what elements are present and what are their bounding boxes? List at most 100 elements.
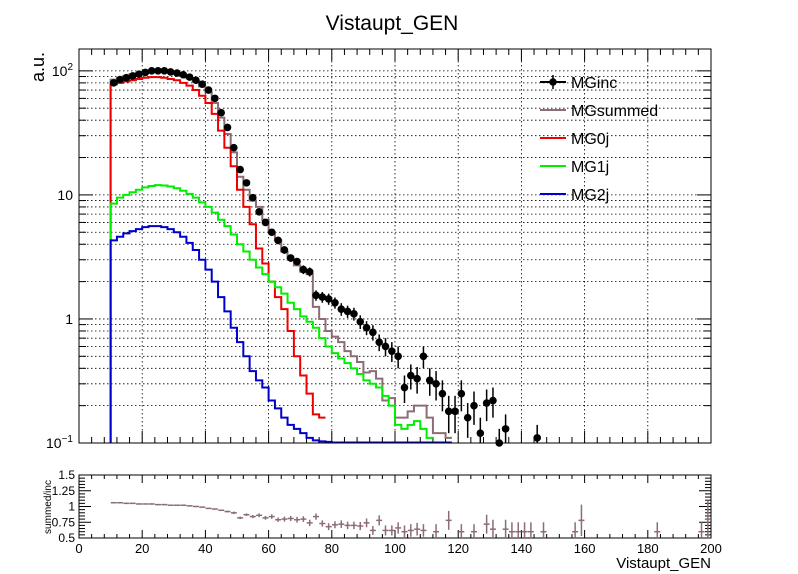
main-plot-frame	[78, 48, 712, 444]
data-point	[501, 425, 510, 433]
y-tick-label: 10	[57, 187, 73, 203]
series-line-mg0j	[109, 76, 326, 443]
x-tick-label: 20	[135, 541, 149, 556]
y-tick-label-exponent: −1	[62, 434, 74, 445]
x-tick-label: 160	[574, 541, 596, 556]
series-points-mginc	[109, 67, 541, 447]
legend: MGinc MGsummed MG0j MG1j MG2j	[540, 75, 658, 204]
x-tick-label: 60	[261, 541, 275, 556]
data-point	[179, 70, 188, 79]
data-point	[369, 328, 377, 337]
series-line-mg2j	[109, 225, 452, 444]
y-tick-label-base: 10	[52, 63, 68, 79]
series-line-mg1j	[109, 184, 433, 443]
legend-label: MGsummed	[571, 103, 658, 120]
data-point	[350, 310, 358, 318]
data-point	[154, 67, 162, 75]
data-point	[236, 165, 244, 174]
legend-label: MGinc	[571, 75, 617, 92]
main-axis-ticks	[78, 49, 712, 443]
data-point	[413, 374, 421, 383]
x-tick-label: 200	[700, 541, 722, 556]
y-tick-label: 1	[65, 311, 73, 327]
data-point	[109, 79, 118, 87]
legend-label: MG0j	[571, 131, 609, 148]
data-point	[337, 305, 346, 313]
x-axis-label: Vistaupt_GEN	[616, 555, 711, 572]
data-point	[533, 434, 541, 442]
data-point	[489, 396, 497, 405]
data-point	[204, 86, 213, 94]
data-point	[261, 218, 270, 227]
chart-title: Vistaupt_GEN	[326, 12, 459, 35]
data-point	[331, 298, 339, 307]
ratio-y-tick-label: 0.5	[58, 531, 75, 545]
data-point	[388, 347, 396, 355]
legend-entry-mg1j: MG1j	[540, 159, 609, 176]
x-tick-label: 40	[198, 541, 212, 556]
legend-label: MG2j	[571, 187, 609, 204]
data-point	[407, 371, 415, 380]
legend-entry-mginc: MGinc	[540, 75, 617, 92]
legend-entry-mg0j: MG0j	[540, 131, 609, 148]
data-point	[185, 73, 194, 81]
legend-entry-mg2j: MG2j	[540, 187, 609, 204]
data-point	[192, 76, 200, 85]
data-point	[356, 317, 365, 326]
data-point	[255, 208, 263, 216]
data-point	[211, 94, 219, 103]
data-point	[116, 75, 124, 84]
ratio-plot: 0 20 40 60 80 100 120 140 160 180 200 0.5 0.751 1.25 1…	[52, 468, 722, 556]
data-point	[451, 407, 459, 416]
data-point	[318, 293, 327, 301]
data-point	[173, 69, 181, 77]
data-point	[425, 376, 434, 385]
data-point	[135, 70, 143, 78]
data-point	[444, 407, 453, 416]
data-point	[400, 383, 409, 392]
data-point	[419, 352, 428, 361]
x-tick-label: 140	[511, 541, 533, 556]
data-point	[463, 413, 472, 422]
data-point	[242, 179, 251, 187]
data-point	[305, 267, 314, 276]
data-point	[482, 399, 491, 407]
data-point	[299, 265, 308, 274]
data-point	[324, 295, 333, 303]
data-point	[198, 80, 207, 89]
y-tick-label: 10−1	[46, 434, 73, 451]
data-point	[128, 72, 137, 80]
data-point	[375, 338, 384, 346]
data-point	[249, 193, 257, 202]
data-point	[286, 254, 295, 262]
data-point	[432, 380, 440, 388]
legend-label: MG1j	[571, 159, 609, 176]
data-point	[293, 257, 301, 266]
y-tick-label: 102	[52, 62, 74, 79]
data-point	[312, 291, 320, 300]
data-point	[230, 143, 238, 152]
y-axis-label: a.u.	[28, 52, 48, 82]
ratio-y-axis-label: summed/inc	[43, 480, 54, 534]
data-point	[122, 73, 131, 82]
ratio-y-tick-label: 1.5	[58, 468, 75, 482]
data-point	[223, 123, 232, 132]
data-point	[147, 67, 156, 75]
data-point	[160, 67, 169, 75]
data-point	[476, 429, 485, 437]
data-point	[280, 246, 289, 254]
data-point	[457, 389, 466, 398]
data-point	[217, 108, 225, 117]
x-tick-label: 0	[75, 541, 82, 556]
data-point	[394, 352, 402, 361]
x-tick-label: 80	[325, 541, 339, 556]
legend-entry-mgsummed: MGsummed	[540, 103, 658, 120]
data-point	[381, 342, 390, 351]
y-tick-label-exponent: 2	[67, 62, 73, 73]
data-point	[141, 68, 150, 77]
ratio-y-tick-label: 1	[68, 500, 75, 514]
data-point	[362, 323, 371, 332]
data-point	[274, 236, 282, 245]
